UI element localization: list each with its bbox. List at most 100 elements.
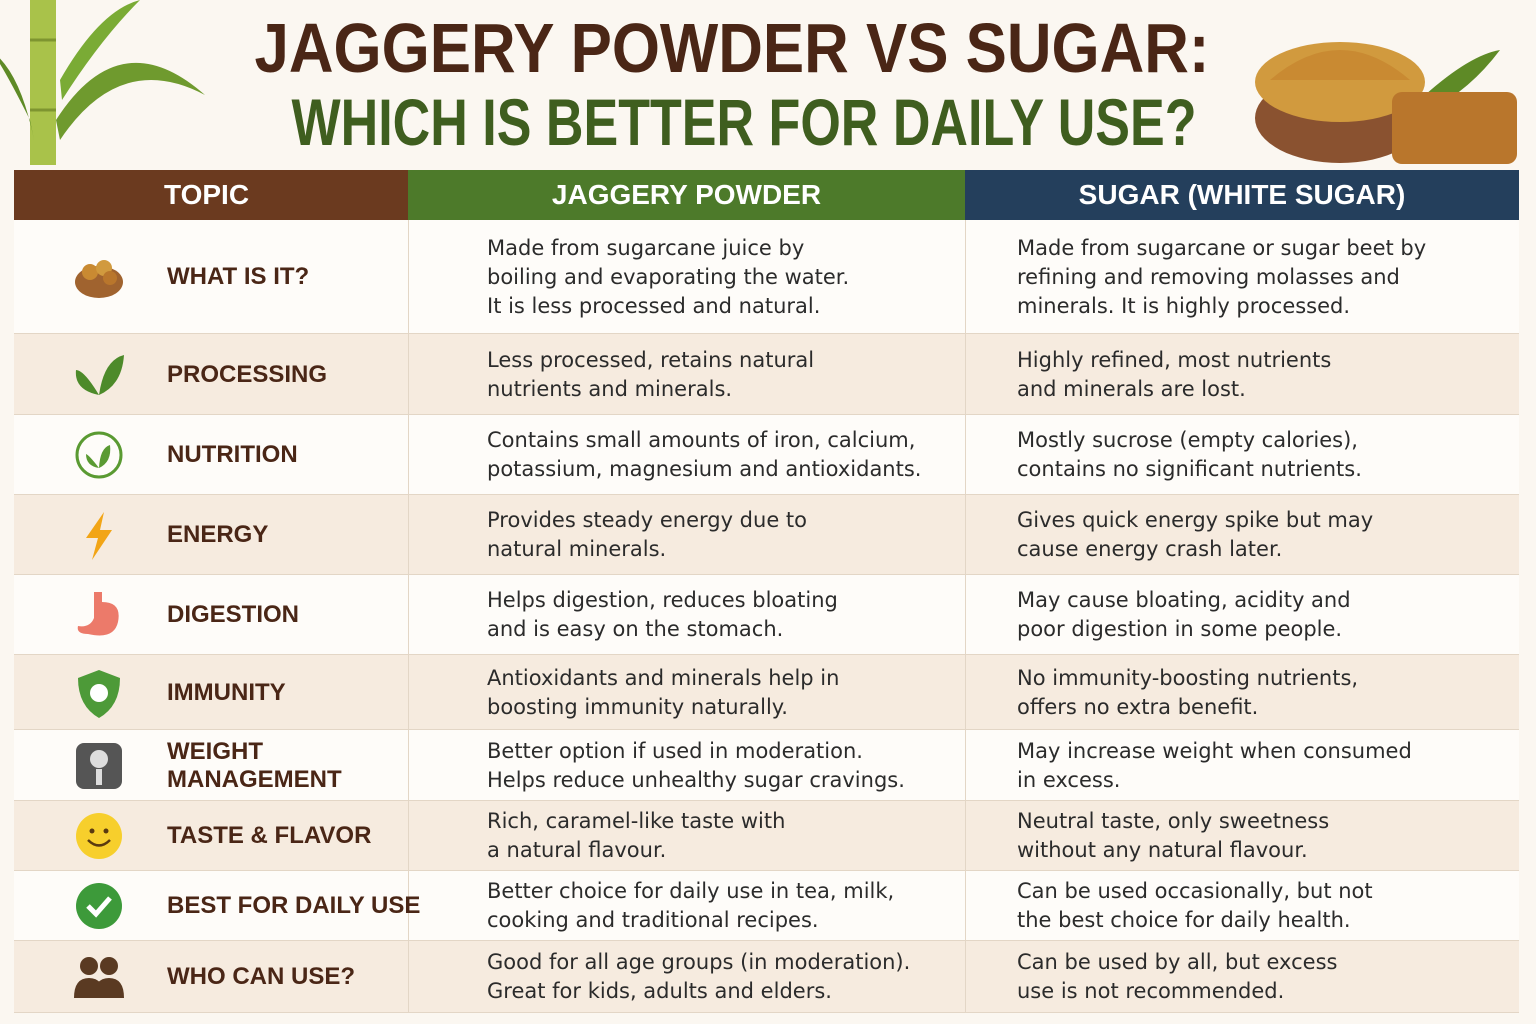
text-line: Can be used occasionally, but not (1017, 879, 1373, 903)
text-line: use is not recommended. (1017, 979, 1285, 1003)
column-divider (408, 575, 409, 655)
topic-cell: PROCESSING (167, 334, 402, 415)
header-art: JAGGERY POWDER VS SUGAR: WHICH IS BETTER… (0, 0, 1517, 165)
sugar-cell: May cause bloating, acidity and poor dige… (1017, 575, 1512, 655)
text-line: Mostly sucrose (empty calories), (1017, 428, 1358, 452)
column-divider (965, 415, 966, 495)
text-line: NUTRITION (167, 441, 298, 468)
column-divider (965, 801, 966, 871)
topic-cell: WHAT IS IT? (167, 220, 402, 334)
topic-cell: NUTRITION (167, 415, 402, 495)
sugar-cell: Highly refined, most nutrients and minera… (1017, 334, 1512, 415)
text-line: cooking and traditional recipes. (487, 908, 819, 932)
text-line: Better choice for daily use in tea, milk… (487, 879, 895, 903)
sugar-cell: Gives quick energy spike but may cause en… (1017, 495, 1512, 575)
column-header: SUGAR (WHITE SUGAR) (965, 170, 1519, 220)
column-divider (408, 415, 409, 495)
jaggery-cell: Good for all age groups (in moderation).… (487, 941, 957, 1013)
title-line-2: WHICH IS BETTER FOR DAILY USE? (292, 85, 1197, 159)
text-line: PROCESSING (167, 360, 328, 388)
column-divider (965, 220, 966, 334)
text-line: and is easy on the stomach. (487, 617, 784, 641)
text-line: minerals. It is highly processed. (1017, 293, 1351, 318)
column-divider (408, 220, 409, 334)
text-line: Provides steady energy due to (487, 508, 808, 532)
text-line: ENERGY (167, 521, 269, 548)
topic-cell: IMMUNITY (167, 655, 402, 730)
row-background (14, 415, 1519, 495)
column-divider (408, 871, 409, 941)
row-icon (86, 512, 112, 560)
text-line: boiling and evaporating the water. (487, 264, 850, 289)
text-line: a natural flavour. (487, 838, 667, 862)
text-line: Neutral taste, only sweetness (1017, 809, 1330, 833)
text-line: Great for kids, adults and elders. (487, 979, 832, 1003)
text-line: without any natural flavour. (1017, 838, 1308, 862)
text-line: No immunity-boosting nutrients, (1017, 665, 1359, 690)
text-line: poor digestion in some people. (1017, 617, 1343, 641)
text-line: Antioxidants and minerals help in (487, 665, 840, 690)
sugarcane (30, 0, 56, 165)
text-line: TASTE & FLAVOR (167, 822, 372, 849)
text-line: May cause bloating, acidity and (1017, 588, 1351, 612)
sugar-cell: Can be used occasionally, but not the bes… (1017, 871, 1512, 941)
text-line: the best choice for daily health. (1017, 908, 1351, 932)
sugar-cell: No immunity-boosting nutrients, offers no… (1017, 655, 1512, 730)
sugar-cell: Mostly sucrose (empty calories), contains… (1017, 415, 1512, 495)
jaggery-cell: Helps digestion, reduces bloating and is … (487, 575, 957, 655)
jaggery-cell: Antioxidants and minerals help in boostin… (487, 655, 957, 730)
column-divider (408, 801, 409, 871)
column-divider (965, 495, 966, 575)
text-line: refining and removing molasses and (1017, 264, 1400, 289)
row-icon (78, 669, 120, 718)
text-line: Made from sugarcane or sugar beet by (1017, 235, 1427, 260)
row-background (14, 871, 1519, 941)
column-divider (965, 941, 966, 1013)
text-line: Good for all age groups (in moderation). (487, 950, 911, 974)
column-divider (408, 941, 409, 1013)
sugar-cell: Made from sugarcane or sugar beet by refi… (1017, 220, 1512, 334)
row-background (14, 655, 1519, 730)
text-line: cause energy crash later. (1017, 537, 1283, 561)
column-divider (965, 655, 966, 730)
column-header: TOPIC (14, 170, 408, 220)
row-icon (75, 354, 124, 395)
topic-cell: ENERGY (167, 495, 402, 575)
jaggery-cell: Made from sugarcane juice by boiling and … (487, 220, 957, 334)
jaggery-cell: Rich, caramel-like taste with a natural f… (487, 801, 957, 871)
header-text: SUGAR (WHITE SUGAR) (1078, 179, 1406, 210)
jaggery-cell: Contains small amounts of iron, calcium,… (487, 415, 957, 495)
row-background (14, 941, 1519, 1013)
text-line: Better option if used in moderation. (487, 738, 863, 763)
header-text: TOPIC (164, 179, 250, 210)
text-line: Highly refined, most nutrients (1017, 347, 1332, 372)
text-line: in excess. (1017, 767, 1121, 792)
column-divider (408, 730, 409, 801)
row-background (14, 495, 1519, 575)
sugar-cell: Neutral taste, only sweetness without any… (1017, 801, 1512, 871)
jaggery-cell: Better choice for daily use in tea, milk… (487, 871, 957, 941)
text-line: potassium, magnesium and antioxidants. (487, 457, 922, 481)
topic-cell: BEST FOR DAILY USE (167, 871, 421, 941)
text-line: BEST FOR DAILY USE (167, 892, 421, 919)
text-line: May increase weight when consumed (1017, 738, 1412, 763)
text-line: Made from sugarcane juice by (487, 235, 805, 260)
row-icon (75, 431, 123, 479)
text-line: contains no significant nutrients. (1017, 457, 1362, 481)
column-divider (965, 871, 966, 941)
row-icon (76, 742, 122, 789)
text-line: Helps digestion, reduces bloating (487, 588, 838, 612)
row-icon (75, 260, 123, 298)
text-line: natural minerals. (487, 537, 667, 561)
text-line: Rich, caramel-like taste with (487, 809, 786, 833)
sugar-cell: May increase weight when consumed in exce… (1017, 730, 1512, 801)
jaggery-cell: Better option if used in moderation. Help… (487, 730, 957, 801)
text-line: nutrients and minerals. (487, 376, 733, 401)
topic-cell: WHO CAN USE? (167, 941, 402, 1013)
text-line: WHAT IS IT? (167, 263, 310, 290)
title-line-1: JAGGERY POWDER VS SUGAR: (255, 9, 1210, 87)
text-line: MANAGEMENT (167, 765, 342, 793)
row-background (14, 575, 1519, 655)
text-line: offers no extra benefit. (1017, 694, 1259, 719)
